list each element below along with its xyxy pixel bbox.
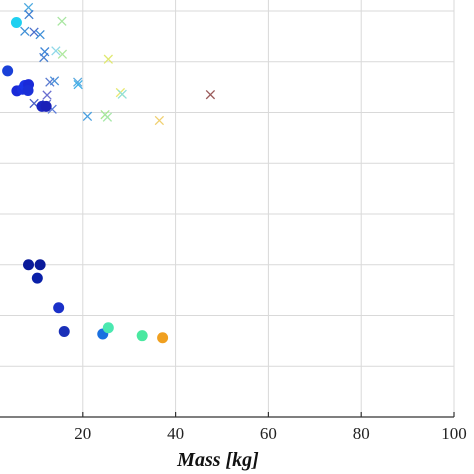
x-axis-label: Mass [kg]	[176, 449, 259, 471]
x-marker	[20, 26, 30, 36]
x-marker	[23, 2, 34, 13]
x-marker	[103, 54, 113, 64]
x-marker	[117, 89, 127, 99]
circle-marker	[58, 326, 70, 338]
grid-layer	[0, 0, 455, 418]
x-tick-label: 80	[353, 424, 370, 443]
x-marker	[73, 77, 83, 87]
circle-marker	[10, 17, 22, 29]
x-marker	[24, 9, 34, 20]
x-marker	[29, 27, 39, 37]
x-tick-label: 100	[441, 424, 467, 443]
x-marker	[82, 111, 93, 122]
x-tick-label: 40	[167, 424, 184, 443]
circle-marker	[40, 100, 52, 112]
x-marker	[102, 112, 113, 122]
circle-marker	[23, 259, 35, 271]
x-marker	[57, 16, 67, 26]
x-marker	[42, 90, 52, 100]
axis-layer	[0, 412, 455, 418]
x-marker	[154, 115, 165, 126]
circle-marker	[136, 330, 148, 342]
x-tick-label: 60	[260, 424, 277, 443]
circle-marker	[157, 332, 169, 344]
x-tick-label: 20	[74, 424, 91, 443]
x-marker	[35, 29, 45, 40]
circle-marker	[2, 65, 14, 77]
circle-marker	[31, 272, 43, 284]
circle-marker	[53, 302, 65, 314]
circle-marker	[102, 322, 114, 334]
x-marker	[57, 49, 68, 59]
circle-marker	[22, 84, 34, 96]
x-marker	[73, 79, 83, 90]
marks-layer	[2, 2, 216, 344]
x-marker	[49, 76, 60, 86]
x-marker	[205, 89, 216, 100]
circle-marker	[34, 259, 46, 271]
x-marker	[39, 52, 49, 63]
tick-layer: 20 40 60 80 100	[74, 424, 466, 443]
x-marker	[51, 46, 61, 56]
